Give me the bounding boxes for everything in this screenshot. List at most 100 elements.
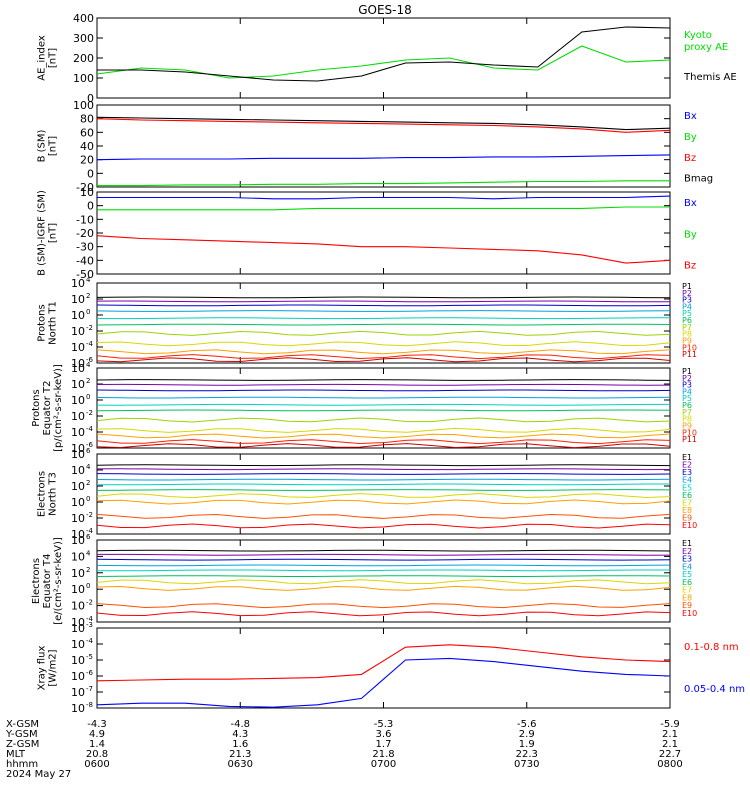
y-tick-exponent: 2 [86, 479, 90, 487]
x-axis-value: 1.6 [232, 739, 248, 750]
legend-entry: 0.1-0.8 nm [684, 642, 739, 653]
y-tick-label: 10 [71, 702, 85, 715]
channel-label: P9 [682, 421, 692, 430]
y-tick-label: 10 [71, 583, 85, 596]
y-tick-label: 10 [71, 464, 85, 477]
y-tick-exponent: 4 [86, 361, 91, 369]
channel-label: P11 [682, 350, 697, 359]
channel-label: P2 [682, 374, 692, 383]
channel-line-E8 [96, 585, 671, 591]
y-tick-label: -20 [76, 181, 94, 194]
y-tick-label: 20 [80, 154, 94, 167]
legend-entry: Themis AE [683, 72, 737, 83]
y-tick-label: -30 [76, 241, 94, 254]
channel-line-E8 [96, 499, 671, 505]
y-tick-exponent: -6 [86, 441, 94, 449]
channel-line-P11 [96, 443, 671, 449]
channel-label: E6 [682, 491, 692, 500]
channel-label: P2 [682, 289, 692, 298]
y-axis-label: B (SM) [37, 129, 48, 162]
channel-label: E1 [682, 539, 692, 548]
channel-label: E8 [682, 593, 692, 602]
channel-line-E7 [96, 579, 671, 585]
x-axis-row-label: hhmm [6, 759, 38, 770]
series-line [96, 154, 671, 161]
channel-label: P7 [682, 323, 692, 332]
x-axis-value: 20.8 [86, 749, 108, 760]
y-axis-label: [e/(cm²-s-sr-keV)] [53, 537, 64, 625]
channel-label: P4 [682, 302, 692, 311]
y-tick-label: 10 [71, 654, 85, 667]
y-tick-label: -20 [76, 227, 94, 240]
y-tick-label: 10 [71, 394, 85, 407]
channel-label: E7 [682, 498, 692, 507]
y-axis-label: Equator T4 [42, 554, 53, 609]
y-tick-label: 0 [87, 200, 94, 213]
y-tick-exponent: -7 [86, 685, 93, 693]
channel-label: P6 [682, 401, 692, 410]
y-axis-label: [nT] [48, 48, 59, 68]
x-axis-row-label: X-GSM [6, 719, 39, 730]
legend-entry: Bx [684, 111, 697, 122]
channel-line-P4 [96, 310, 671, 312]
series-line [97, 206, 670, 211]
y-tick-label: 200 [73, 52, 94, 65]
x-axis-value: -5.6 [517, 719, 537, 730]
y-tick-exponent: 4 [86, 276, 91, 284]
y-tick-exponent: -4 [86, 637, 94, 645]
legend-entry: By [684, 132, 697, 143]
channel-label: P3 [682, 296, 692, 305]
channel-line-E2 [97, 553, 671, 556]
y-tick-exponent: -8 [86, 701, 93, 709]
x-axis-row-label: MLT [6, 749, 26, 760]
channel-line-E5 [96, 483, 670, 486]
channel-label: E10 [682, 609, 697, 618]
y-tick-exponent: 0 [86, 393, 90, 401]
y-tick-exponent: 6 [86, 533, 91, 541]
channel-line-P1 [96, 379, 671, 381]
channel-line-E2 [96, 468, 671, 471]
legend-entry: Bmag [684, 174, 713, 185]
channel-label: E10 [682, 521, 697, 530]
channel-line-P10 [96, 439, 671, 445]
channel-label: E2 [682, 461, 692, 470]
y-tick-exponent: 6 [86, 447, 91, 455]
y-axis-label: [W/m2] [48, 649, 59, 686]
y-tick-label: 10 [71, 277, 85, 290]
y-tick-label: 10 [71, 496, 85, 509]
x-axis-value: 0600 [84, 759, 109, 770]
x-axis-value: 1.9 [519, 739, 535, 750]
channel-label: P11 [682, 435, 697, 444]
x-axis-value: 0800 [657, 759, 682, 770]
y-tick-exponent: -4 [86, 527, 94, 535]
channel-label: P10 [682, 428, 697, 437]
channel-line-E6 [96, 575, 671, 577]
y-tick-label: 10 [71, 686, 85, 699]
channel-line-P5 [96, 403, 670, 406]
channel-line-P3 [96, 389, 671, 392]
y-axis-label: Electrons [31, 558, 42, 604]
y-tick-exponent: -4 [86, 340, 94, 348]
y-tick-label: 10 [80, 186, 94, 199]
channel-line-E9 [96, 603, 671, 609]
y-tick-label: 10 [71, 410, 85, 423]
y-tick-label: 300 [73, 32, 94, 45]
legend-entry: Bz [684, 261, 696, 272]
channel-line-P8 [96, 427, 671, 433]
channel-label: P1 [682, 367, 692, 376]
panel-frame [96, 282, 671, 364]
channel-label: P3 [682, 381, 692, 390]
y-axis-label: Electrons [37, 471, 48, 517]
legend-entry: Bz [684, 153, 696, 164]
y-tick-label: -40 [76, 254, 94, 267]
legend-entry: 0.05-0.4 nm [684, 684, 745, 695]
channel-line-E10 [96, 611, 671, 617]
y-tick-label: 40 [80, 140, 94, 153]
y-tick-exponent: -4 [86, 425, 94, 433]
